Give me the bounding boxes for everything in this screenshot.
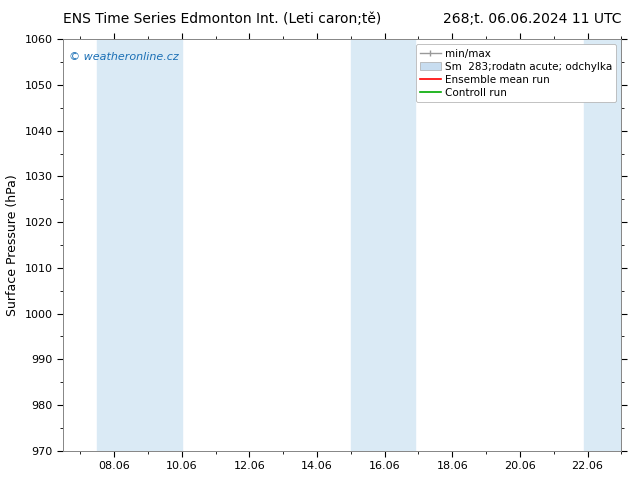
- Text: 268;t. 06.06.2024 11 UTC: 268;t. 06.06.2024 11 UTC: [443, 12, 621, 26]
- Bar: [584, 39, 621, 451]
- Bar: [97, 39, 182, 451]
- Legend: min/max, Sm  283;rodatn acute; odchylka, Ensemble mean run, Controll run: min/max, Sm 283;rodatn acute; odchylka, …: [415, 45, 616, 102]
- Bar: [351, 39, 415, 451]
- Text: © weatheronline.cz: © weatheronline.cz: [69, 51, 179, 62]
- Y-axis label: Surface Pressure (hPa): Surface Pressure (hPa): [6, 174, 19, 316]
- Text: ENS Time Series Edmonton Int. (Leti caron;tě): ENS Time Series Edmonton Int. (Leti caro…: [63, 12, 382, 26]
